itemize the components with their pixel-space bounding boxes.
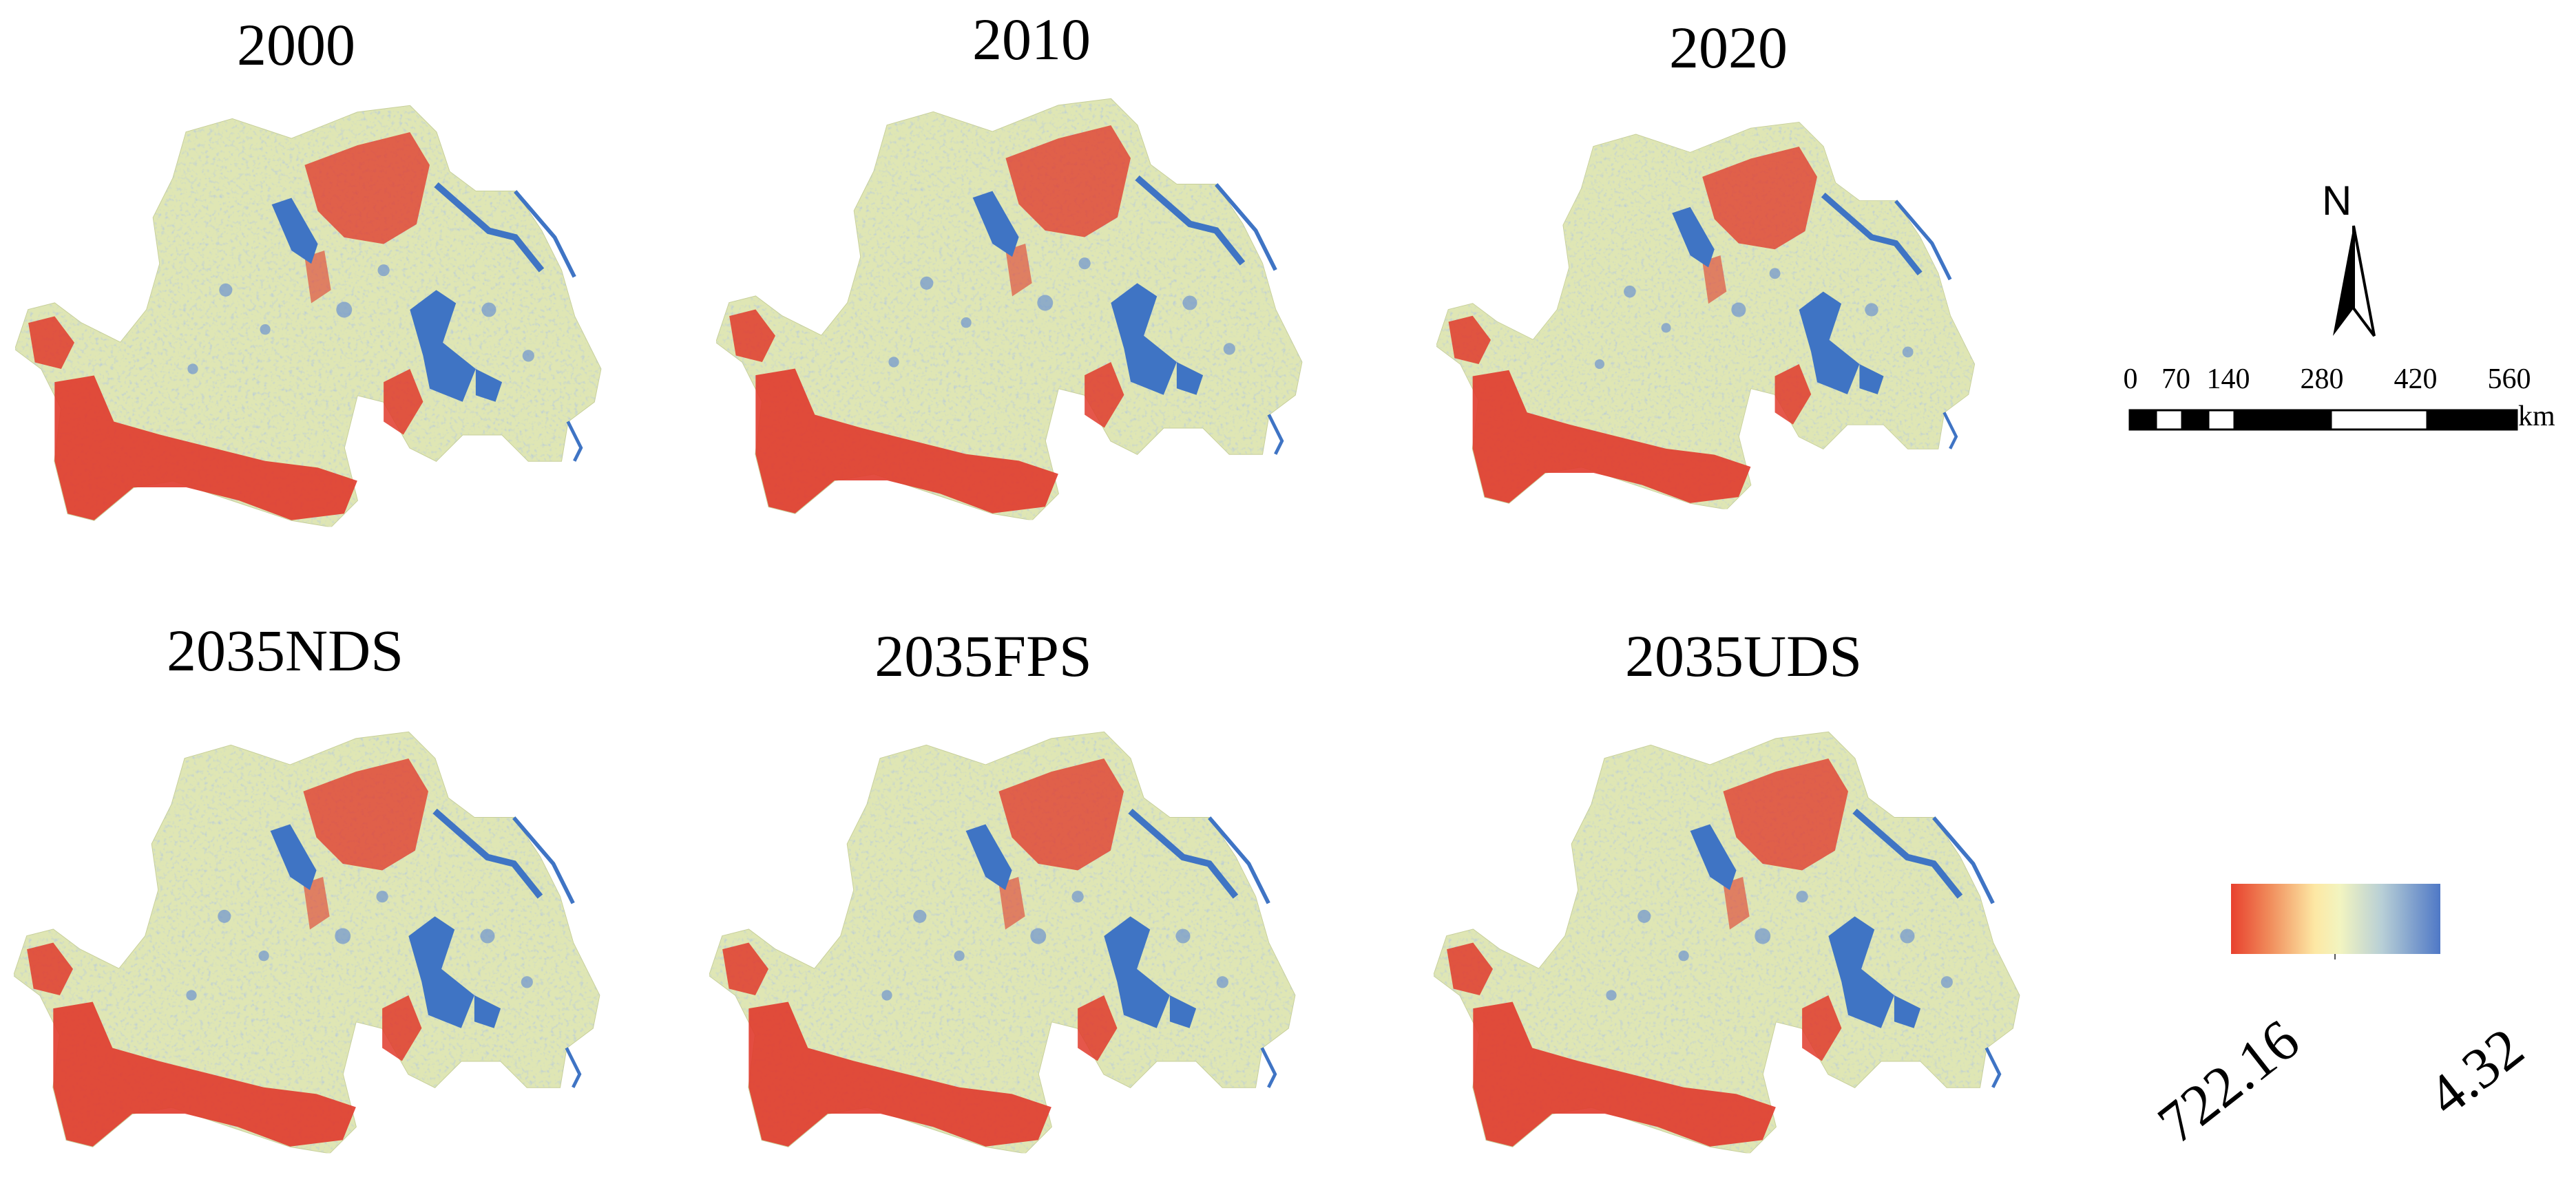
panel-title-2035uds: 2035UDS <box>1624 623 1863 689</box>
legend-max-label: 722.16 <box>2146 1007 2312 1156</box>
scale-tick-label: 420 <box>2394 363 2438 395</box>
north-arrow-icon <box>2333 225 2376 337</box>
legend-color-ramp <box>2231 884 2440 954</box>
scale-tick-label: 280 <box>2300 363 2344 395</box>
north-arrow-letter: N <box>2322 178 2352 224</box>
map-panel-2035uds <box>1434 716 2026 1156</box>
panel-title-2000: 2000 <box>237 12 355 78</box>
legend-tick <box>2334 954 2336 959</box>
legend-min-label: 4.32 <box>2416 1015 2536 1129</box>
scale-bar <box>2128 409 2518 431</box>
map-panel-2035fps <box>709 716 1301 1156</box>
map-panel-2010 <box>716 83 1308 523</box>
map-panel-2000 <box>15 89 607 530</box>
panel-title-2035fps: 2035FPS <box>875 623 1092 689</box>
map-panel-2035nds <box>14 716 606 1156</box>
map-panel-2020 <box>1436 103 1980 516</box>
scale-tick-label: 140 <box>2206 363 2250 395</box>
panel-title-2035nds: 2035NDS <box>166 617 404 683</box>
panel-title-2010: 2010 <box>972 6 1091 72</box>
panel-title-2020: 2020 <box>1669 14 1788 81</box>
scale-tick-label: 0 <box>2123 363 2138 395</box>
scale-tick-label: 560 <box>2487 363 2531 395</box>
scale-tick-label: 70 <box>2161 363 2190 395</box>
scale-unit: km <box>2518 401 2555 432</box>
